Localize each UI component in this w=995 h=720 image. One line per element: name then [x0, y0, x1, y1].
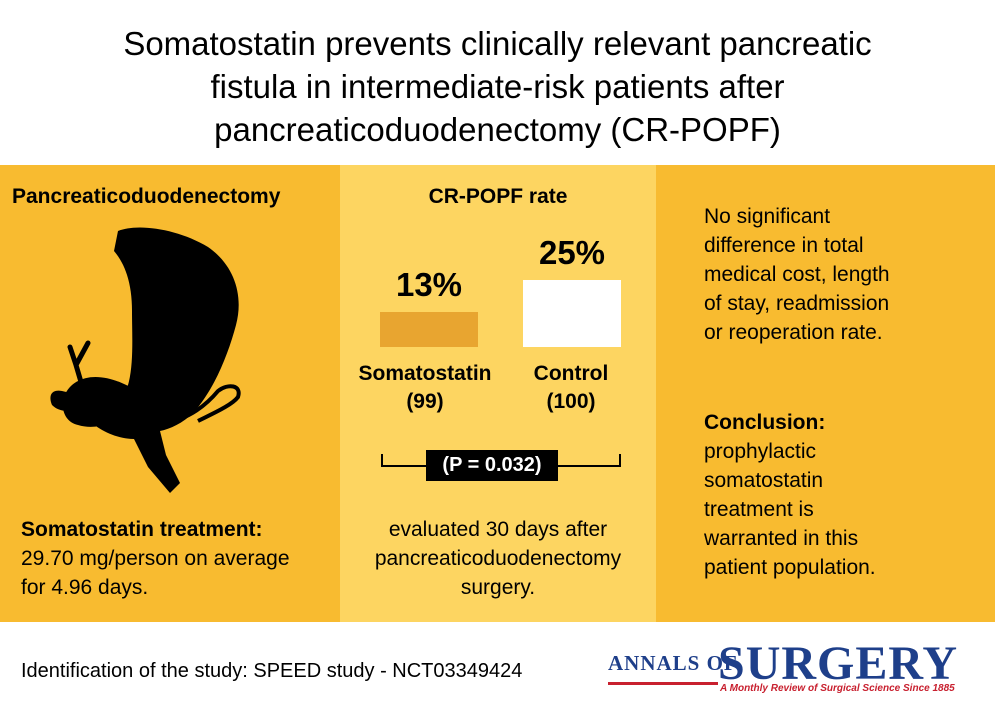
- conclusion-line: patient population.: [704, 556, 876, 579]
- logo-surgery: SURGERY: [718, 637, 959, 690]
- infographic-title: Somatostatin prevents clinically relevan…: [0, 22, 995, 151]
- evaluation-note: evaluated 30 days after pancreaticoduode…: [340, 515, 656, 602]
- secondary-outcomes-text: No significant difference in total medic…: [704, 202, 984, 347]
- treatment-description: Somatostatin treatment: 29.70 mg/person …: [21, 515, 336, 602]
- control-rate-label: 25%: [538, 233, 606, 271]
- procedure-panel: Pancreaticoduodenectomy Somatostatin tre…: [0, 165, 340, 622]
- rate-heading: CR-POPF rate: [428, 185, 568, 208]
- stomach-duodenum-icon: [50, 227, 241, 493]
- somatostatin-group-label: Somatostatin (99): [340, 360, 510, 416]
- somatostatin-rate-label: 13%: [395, 265, 463, 303]
- evaluation-line-3: surgery.: [460, 576, 536, 599]
- outcomes-line: of stay, readmission: [704, 292, 890, 315]
- treatment-label: Somatostatin treatment:: [21, 518, 263, 541]
- logo-tagline: A Monthly Review of Surgical Science Sin…: [720, 683, 955, 694]
- conclusion-line: somatostatin: [704, 469, 824, 492]
- outcomes-line: No significant: [704, 205, 831, 228]
- somatostatin-rate-bar: [380, 311, 478, 347]
- conclusion-line: warranted in this: [704, 527, 859, 550]
- outcomes-line: or reoperation rate.: [704, 321, 883, 344]
- outcomes-line: medical cost, length: [704, 263, 890, 286]
- somatostatin-n: (99): [406, 390, 444, 413]
- treatment-dose: 29.70 mg/person on average: [21, 547, 290, 570]
- control-n: (100): [546, 390, 596, 413]
- conclusion-label: Conclusion:: [704, 411, 826, 434]
- control-rate-bar: [523, 279, 621, 347]
- procedure-heading: Pancreaticoduodenectomy: [12, 185, 281, 208]
- conclusion-line: prophylactic: [704, 440, 817, 463]
- evaluation-line-1: evaluated 30 days after: [388, 518, 608, 541]
- title-line-1: Somatostatin prevents clinically relevan…: [123, 25, 872, 62]
- study-identification: Identification of the study: SPEED study…: [21, 660, 523, 682]
- control-group-label: Control (100): [486, 360, 656, 416]
- outcomes-line: difference in total: [704, 234, 864, 257]
- control-name: Control: [533, 362, 609, 385]
- findings-panel: No significant difference in total medic…: [656, 165, 995, 622]
- title-line-3: pancreaticoduodenectomy (CR-POPF): [214, 111, 781, 148]
- rate-panel: CR-POPF rate 13% 25% Somatostatin (99) C…: [340, 165, 656, 622]
- title-line-2: fistula in intermediate-risk patients af…: [210, 68, 785, 105]
- p-value-badge: (P = 0.032): [426, 450, 558, 481]
- annals-of-surgery-logo: ANNALS OF SURGERY A Monthly Review of Su…: [600, 634, 970, 704]
- logo-annals-of: ANNALS OF: [608, 651, 738, 675]
- conclusion-text: Conclusion: prophylactic somatostatin tr…: [704, 408, 984, 582]
- treatment-duration: for 4.96 days.: [21, 576, 149, 599]
- somatostatin-name: Somatostatin: [358, 362, 492, 385]
- evaluation-line-2: pancreaticoduodenectomy: [374, 547, 622, 570]
- logo-divider: [608, 682, 718, 685]
- conclusion-line: treatment is: [704, 498, 814, 521]
